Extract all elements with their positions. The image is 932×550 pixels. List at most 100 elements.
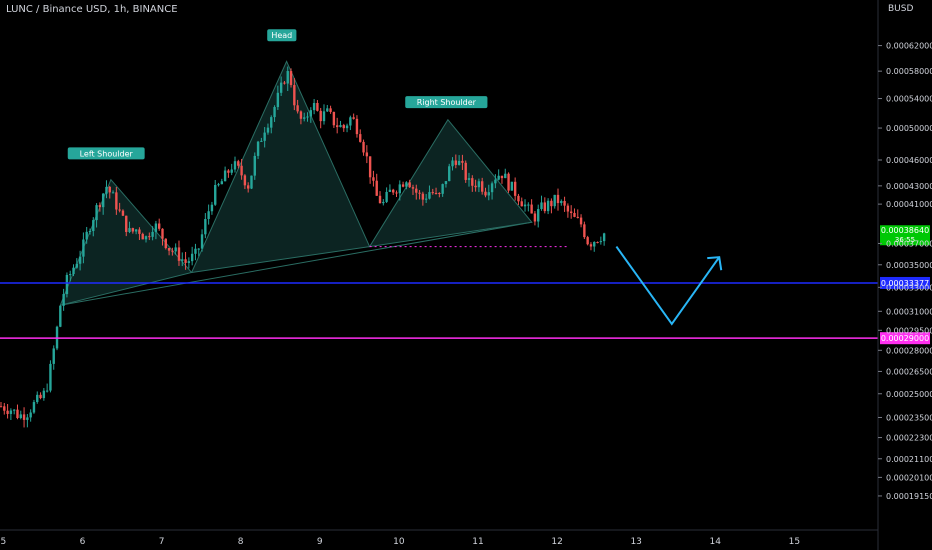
- candle-body: [507, 173, 510, 191]
- candle-body: [517, 195, 520, 202]
- candle-body: [108, 186, 111, 193]
- candle-body: [200, 234, 204, 249]
- y-tick-label: 0.00041000: [886, 200, 932, 209]
- candle-body: [431, 192, 434, 194]
- candle-body: [375, 180, 378, 196]
- candle-body: [444, 181, 448, 185]
- candle-body: [266, 127, 270, 133]
- candle-body: [368, 156, 372, 178]
- y-tick-label: 0.00020100: [886, 473, 932, 482]
- candle-body: [365, 152, 369, 157]
- candle-body: [579, 217, 583, 225]
- candle-body: [497, 175, 500, 180]
- x-tick-label: 9: [317, 537, 323, 547]
- candle-body: [523, 204, 527, 207]
- candle-body: [533, 213, 537, 222]
- candle-body: [316, 102, 319, 111]
- candle-body: [418, 192, 421, 194]
- candle-body: [78, 256, 82, 264]
- candle-body: [223, 170, 227, 182]
- candle-body: [312, 102, 316, 111]
- head-triangle: [190, 60, 371, 274]
- candle-body: [296, 105, 299, 112]
- candle-body: [326, 108, 329, 112]
- candle-body: [256, 141, 260, 156]
- candle-body: [237, 161, 240, 166]
- candle-body: [441, 184, 444, 194]
- pattern-label-bg: [405, 96, 488, 109]
- candle-body: [550, 200, 553, 207]
- candle-body: [164, 238, 167, 249]
- candle-body: [243, 175, 247, 186]
- candle-body: [421, 193, 425, 200]
- level-tag: 0.00033377: [881, 279, 929, 288]
- candle-body: [332, 111, 336, 126]
- candle-body: [167, 248, 171, 251]
- candle-body: [461, 160, 464, 163]
- candle-body: [22, 414, 26, 420]
- candle-body: [3, 406, 6, 411]
- candle-body: [45, 390, 49, 392]
- candle-body: [434, 192, 438, 194]
- candle-body: [527, 204, 530, 206]
- candle-body: [494, 179, 497, 184]
- candle-body: [207, 211, 210, 219]
- y-tick-label: 0.00046000: [886, 156, 932, 165]
- candle-body: [388, 189, 392, 192]
- candle-body: [230, 169, 233, 173]
- candle-body: [270, 117, 273, 128]
- pattern-label-bg: [67, 147, 145, 160]
- pattern-label: Left Shoulder: [80, 149, 134, 158]
- y-tick-label: 0.00031000: [886, 307, 932, 316]
- candle-body: [138, 229, 141, 234]
- candle-body: [359, 134, 362, 142]
- candle-body: [602, 233, 606, 242]
- candle-body: [480, 181, 484, 192]
- y-tick-label: 0.00043000: [886, 182, 932, 191]
- candle-body: [474, 185, 477, 188]
- candle-body: [398, 184, 401, 194]
- candle-body: [283, 82, 286, 84]
- candle-body: [546, 200, 550, 212]
- candle-body: [217, 184, 220, 186]
- candle-body: [299, 111, 303, 119]
- candle-body: [263, 132, 266, 141]
- candle-body: [121, 210, 125, 216]
- candle-body: [125, 215, 128, 232]
- y-tick-label: 0.00062000: [886, 42, 932, 51]
- y-tick-label: 0.00022300: [886, 434, 932, 443]
- candle-body: [210, 204, 214, 212]
- x-tick-label: 5: [1, 537, 7, 547]
- candle-body: [260, 140, 263, 142]
- candle-body: [151, 231, 154, 237]
- candle-body: [345, 125, 349, 129]
- candle-body: [286, 71, 289, 84]
- candle-body: [82, 239, 85, 257]
- y-tick-label: 0.00028000: [886, 346, 932, 355]
- candle-body: [161, 228, 164, 239]
- candle-body: [513, 181, 517, 196]
- candle-body: [39, 394, 42, 399]
- candle-body: [65, 274, 69, 295]
- candle-body: [118, 209, 121, 211]
- candle-body: [16, 409, 19, 419]
- candle-body: [362, 141, 365, 153]
- candle-body: [128, 228, 131, 232]
- candle-body: [520, 201, 523, 207]
- x-tick-label: 12: [551, 537, 562, 547]
- y-tick-label: 0.00058000: [886, 67, 932, 76]
- candle-body: [457, 160, 461, 165]
- candle-body: [276, 92, 280, 108]
- candle-body: [184, 259, 187, 263]
- left-shoulder-triangle: [59, 178, 193, 306]
- candle-body: [490, 183, 494, 193]
- candle-body: [319, 110, 322, 122]
- candle-body: [382, 201, 385, 204]
- candle-body: [32, 402, 36, 413]
- candle-body: [174, 247, 177, 252]
- candle-body: [342, 125, 345, 129]
- x-tick-label: 13: [630, 537, 641, 547]
